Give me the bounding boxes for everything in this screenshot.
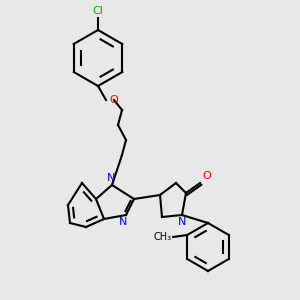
Text: N: N: [178, 217, 186, 227]
Text: N: N: [107, 173, 115, 183]
Text: N: N: [119, 217, 127, 227]
Text: CH₃: CH₃: [153, 232, 171, 242]
Text: O: O: [202, 171, 211, 181]
Text: Cl: Cl: [93, 6, 104, 16]
Text: O: O: [109, 95, 118, 105]
